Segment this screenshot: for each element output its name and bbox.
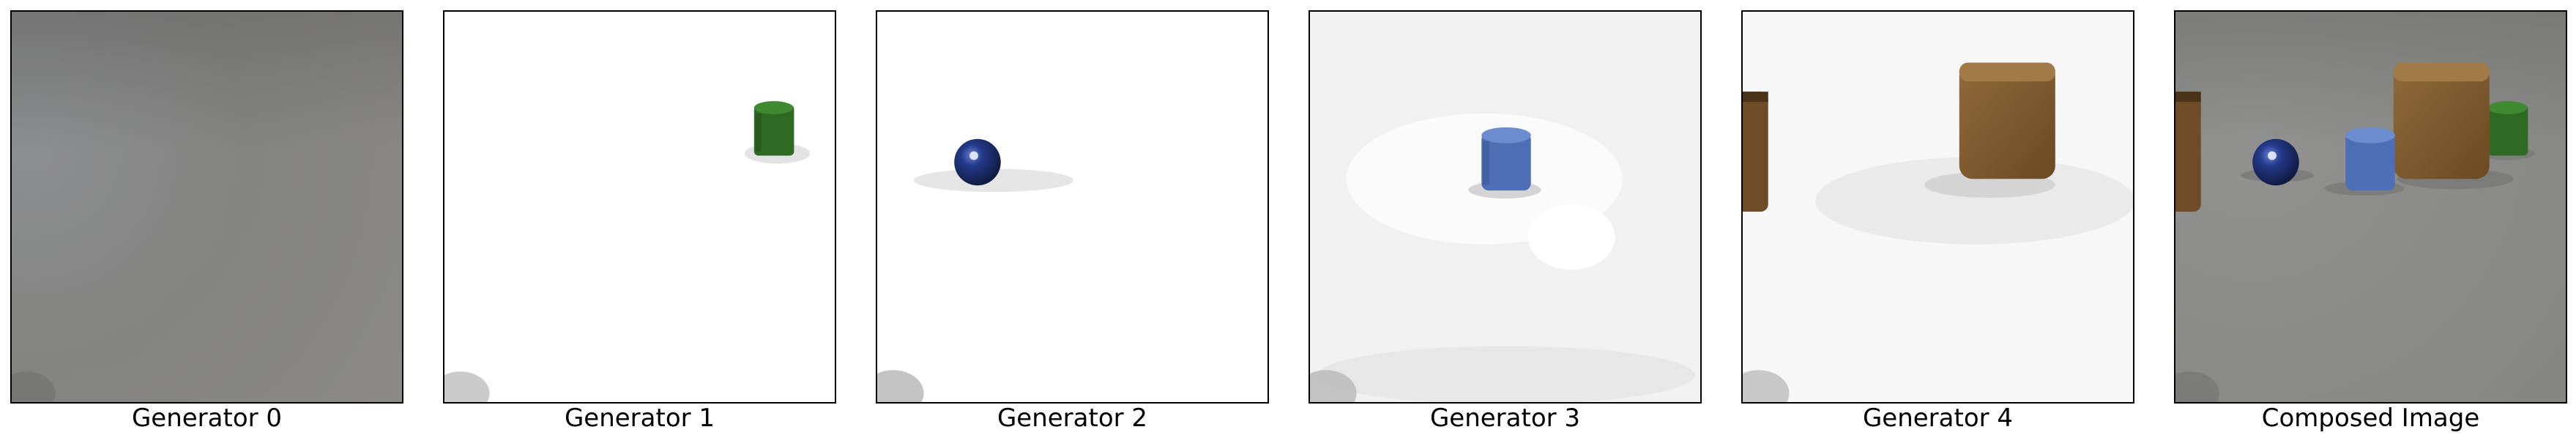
green-cylinder-object <box>2487 101 2528 156</box>
blue-cylinder-object <box>2345 127 2395 191</box>
brown-cylinder-object <box>1743 92 1768 212</box>
caption-generator-2: Generator 2 <box>997 404 1148 433</box>
image-panel-composed <box>2174 10 2567 404</box>
caption-generator-3: Generator 3 <box>1429 404 1581 433</box>
brown-cube-object <box>1959 62 2055 179</box>
caption-generator-0: Generator 0 <box>131 404 283 433</box>
generator-0-image <box>12 12 402 402</box>
blue-sphere-object <box>954 138 1001 186</box>
composed-image <box>2175 12 2566 402</box>
image-panel-generator-1 <box>443 10 836 404</box>
generator-1-image <box>444 12 835 402</box>
caption-generator-1: Generator 1 <box>564 404 715 433</box>
caption-composed-image: Composed Image <box>2261 404 2480 433</box>
image-panel-generator-2 <box>876 10 1269 404</box>
brown-cylinder-object <box>2175 92 2201 212</box>
blue-sphere-object <box>2252 138 2299 186</box>
image-panel-generator-3 <box>1309 10 1702 404</box>
image-panel-generator-4 <box>1741 10 2134 404</box>
brown-cube-object <box>2393 62 2490 179</box>
blue-cylinder-object <box>1481 127 1531 191</box>
image-panel-generator-0 <box>10 10 403 404</box>
generator-4-image <box>1743 12 2133 402</box>
generator-2-image <box>877 12 1267 402</box>
generator-3-image <box>1310 12 1700 402</box>
green-cylinder-object <box>753 101 794 156</box>
caption-generator-4: Generator 4 <box>1862 404 2014 433</box>
